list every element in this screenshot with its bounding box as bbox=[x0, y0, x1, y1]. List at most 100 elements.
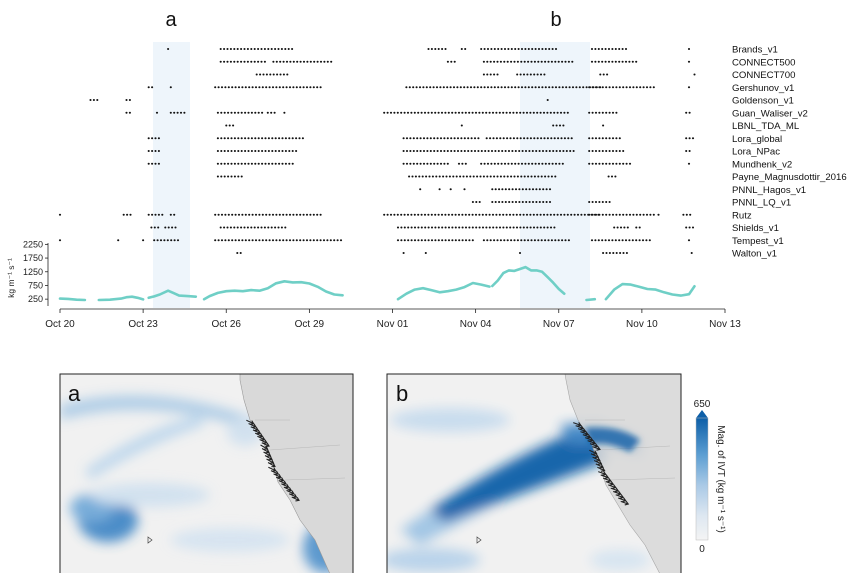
event-point bbox=[234, 213, 237, 216]
event-point bbox=[446, 162, 449, 165]
event-point bbox=[628, 60, 631, 63]
event-point bbox=[173, 111, 176, 114]
event-point bbox=[422, 162, 426, 165]
event-point bbox=[126, 213, 129, 216]
event-point bbox=[531, 86, 534, 89]
event-point bbox=[608, 149, 611, 153]
event-point bbox=[419, 137, 422, 140]
event-point bbox=[237, 239, 241, 242]
event-point bbox=[458, 239, 461, 242]
event-point bbox=[96, 98, 99, 102]
series-label-goldenson-v1: Goldenson_v1 bbox=[732, 96, 794, 107]
event-point bbox=[286, 73, 289, 76]
event-point bbox=[474, 213, 478, 216]
series-label-mundhenk-v2: Mundhenk_v2 bbox=[732, 159, 792, 170]
event-point bbox=[434, 213, 437, 216]
event-point bbox=[558, 124, 562, 127]
event-point bbox=[417, 226, 420, 229]
event-point bbox=[460, 124, 463, 127]
event-point bbox=[458, 226, 461, 229]
event-point bbox=[631, 239, 634, 242]
event-point bbox=[622, 213, 625, 216]
event-point bbox=[456, 137, 460, 140]
event-point bbox=[171, 226, 174, 229]
event-point bbox=[339, 239, 343, 242]
x-tick-label: Nov 01 bbox=[377, 319, 409, 330]
event-point bbox=[594, 137, 598, 140]
event-point bbox=[129, 213, 132, 216]
event-point bbox=[486, 60, 489, 63]
event-point bbox=[403, 111, 406, 114]
event-point bbox=[271, 149, 274, 153]
event-point bbox=[527, 162, 530, 165]
event-point bbox=[236, 226, 239, 229]
event-row-brands-v1 bbox=[167, 47, 691, 51]
event-point bbox=[540, 175, 543, 178]
series-label-walton-v1: Walton_v1 bbox=[732, 249, 777, 260]
event-point bbox=[544, 239, 547, 242]
event-point bbox=[519, 226, 522, 229]
event-point bbox=[544, 47, 547, 51]
event-point bbox=[690, 251, 693, 255]
event-point bbox=[271, 86, 275, 89]
event-point bbox=[312, 239, 315, 242]
event-point bbox=[546, 137, 549, 140]
series-label-rutz: Rutz bbox=[732, 210, 752, 221]
event-point bbox=[260, 226, 263, 229]
event-point bbox=[635, 60, 638, 63]
ar-arrow bbox=[260, 444, 269, 450]
event-point bbox=[517, 47, 520, 51]
event-point bbox=[507, 47, 510, 51]
event-point bbox=[278, 239, 281, 242]
event-point bbox=[518, 149, 521, 153]
event-point bbox=[469, 175, 472, 178]
event-point bbox=[278, 86, 281, 89]
event-point bbox=[231, 239, 234, 242]
event-point bbox=[525, 200, 528, 204]
event-point bbox=[409, 137, 412, 140]
event-point bbox=[285, 60, 289, 63]
event-point bbox=[632, 213, 635, 216]
event-point bbox=[233, 47, 236, 51]
event-point bbox=[489, 73, 492, 76]
event-point bbox=[496, 60, 499, 63]
event-point bbox=[529, 73, 532, 76]
event-point bbox=[410, 239, 413, 242]
event-point bbox=[424, 226, 427, 229]
event-point bbox=[405, 137, 409, 140]
event-point bbox=[521, 188, 524, 191]
event-point bbox=[151, 149, 154, 153]
event-point bbox=[273, 111, 276, 114]
map-panel-b bbox=[387, 374, 681, 573]
event-point bbox=[416, 149, 419, 153]
event-point bbox=[400, 111, 403, 114]
event-point bbox=[511, 200, 514, 204]
event-point bbox=[257, 47, 260, 51]
event-point bbox=[169, 213, 172, 216]
event-point bbox=[261, 213, 264, 216]
event-point bbox=[282, 86, 285, 89]
event-point bbox=[406, 111, 410, 114]
event-point bbox=[503, 60, 506, 63]
event-point bbox=[519, 73, 522, 76]
event-point bbox=[436, 137, 439, 140]
event-point bbox=[442, 86, 445, 89]
event-point bbox=[495, 226, 498, 229]
event-point bbox=[219, 226, 222, 229]
event-point bbox=[475, 200, 478, 204]
event-point bbox=[520, 47, 524, 51]
event-point bbox=[309, 86, 312, 89]
event-point bbox=[260, 60, 263, 63]
event-point bbox=[396, 239, 400, 242]
ar-arrow bbox=[585, 437, 594, 442]
event-point bbox=[264, 149, 267, 153]
event-point bbox=[305, 213, 309, 216]
event-point bbox=[480, 162, 483, 165]
event-point bbox=[289, 60, 292, 63]
event-point bbox=[611, 162, 615, 165]
event-point bbox=[415, 86, 418, 89]
event-point bbox=[521, 149, 524, 153]
event-point bbox=[164, 226, 167, 229]
highlight-windows bbox=[153, 42, 590, 308]
event-point bbox=[598, 111, 601, 114]
